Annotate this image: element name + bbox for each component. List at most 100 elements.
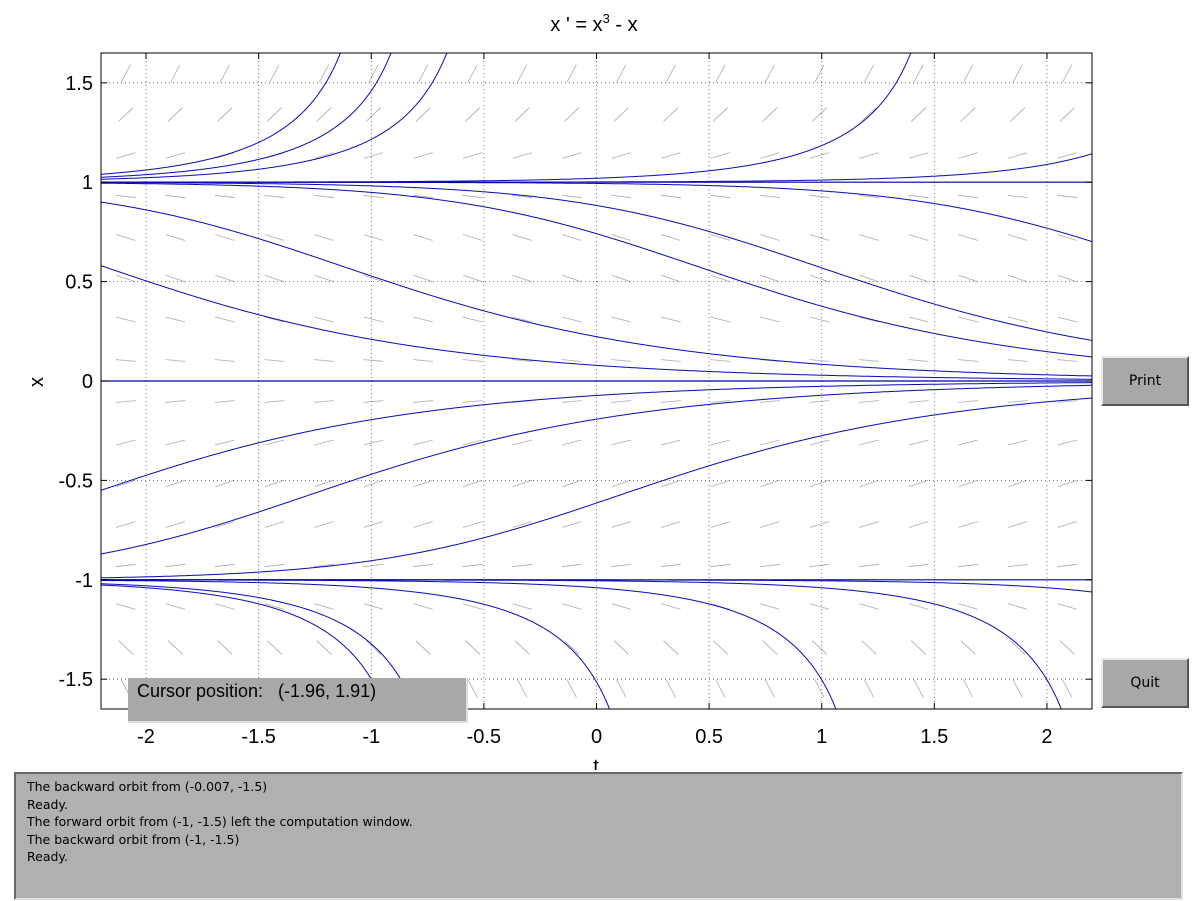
slope-mark xyxy=(1010,107,1026,122)
slope-mark xyxy=(611,603,632,610)
slope-mark xyxy=(611,400,632,403)
slope-mark xyxy=(611,359,632,362)
slope-mark xyxy=(1007,439,1028,446)
slope-mark xyxy=(462,316,483,323)
slope-mark xyxy=(859,359,880,362)
slope-mark xyxy=(762,640,778,655)
slope-mark xyxy=(710,603,731,610)
slope-mark xyxy=(1057,359,1078,362)
slope-mark xyxy=(214,563,235,568)
message-line: Ready. xyxy=(27,849,68,864)
slope-mark xyxy=(564,640,580,655)
slope-mark xyxy=(809,316,830,323)
slope-mark xyxy=(264,194,285,199)
slope-mark xyxy=(613,107,629,122)
slope-mark xyxy=(762,107,778,122)
slope-mark xyxy=(313,563,334,568)
slope-mark xyxy=(120,64,131,83)
print-button[interactable]: Print xyxy=(1101,356,1189,406)
slope-mark xyxy=(413,521,433,528)
plot-title: x ' = x3 - x xyxy=(550,11,637,36)
slope-mark xyxy=(264,400,285,403)
cursor-position-display: Cursor position: (-1.96, 1.91) xyxy=(128,678,468,723)
slope-mark xyxy=(215,479,235,488)
slope-mark xyxy=(663,640,679,655)
slope-mark xyxy=(217,640,233,655)
slope-mark xyxy=(958,152,978,159)
x-tick-label: 2 xyxy=(1041,726,1052,748)
slope-mark xyxy=(710,274,731,283)
slope-mark xyxy=(660,359,681,362)
slope-mark xyxy=(269,64,280,83)
slope-mark xyxy=(314,234,334,241)
slope-mark xyxy=(1007,194,1028,199)
slope-mark xyxy=(413,479,433,488)
solution-curve xyxy=(101,584,387,709)
slope-mark xyxy=(863,64,875,83)
slope-mark xyxy=(1059,640,1075,655)
slope-mark xyxy=(465,640,481,655)
slope-mark xyxy=(611,521,631,528)
slope-mark xyxy=(1007,359,1028,362)
y-tick-label: -0.5 xyxy=(59,470,93,492)
slope-mark xyxy=(467,64,478,83)
slope-mark xyxy=(908,316,929,323)
slope-mark xyxy=(365,640,382,655)
slope-mark xyxy=(215,603,235,610)
slope-mark xyxy=(413,234,433,241)
slope-mark xyxy=(665,679,676,698)
slope-mark xyxy=(314,274,334,283)
slope-mark xyxy=(1057,521,1077,528)
slope-mark xyxy=(661,152,681,159)
x-tick-label: -0.5 xyxy=(467,726,501,748)
slope-mark xyxy=(1062,64,1073,83)
slope-mark xyxy=(910,107,927,122)
slope-mark xyxy=(715,679,726,698)
slope-mark xyxy=(611,479,631,488)
slope-mark xyxy=(264,563,285,568)
x-tick-label: 0.5 xyxy=(695,726,723,748)
slope-mark xyxy=(116,479,136,488)
slope-mark xyxy=(517,679,528,698)
slope-mark xyxy=(665,64,676,83)
slope-mark xyxy=(264,274,285,283)
slope-mark xyxy=(564,107,580,122)
slope-mark xyxy=(116,234,136,241)
slope-mark xyxy=(462,479,483,488)
slope-mark xyxy=(215,234,235,241)
slope-mark xyxy=(710,316,731,323)
slope-mark xyxy=(264,603,285,610)
slope-mark xyxy=(561,359,582,362)
slope-mark xyxy=(1007,603,1028,610)
slope-mark xyxy=(214,194,235,199)
solution-curve xyxy=(101,182,1092,341)
slope-mark xyxy=(710,400,731,403)
y-tick-label: 0 xyxy=(82,371,93,393)
slope-mark xyxy=(809,234,830,241)
slope-mark xyxy=(115,563,136,568)
y-axis-label: x xyxy=(26,377,48,387)
slope-mark xyxy=(715,64,726,83)
slope-mark xyxy=(313,400,334,403)
slope-mark xyxy=(1057,234,1077,241)
slope-mark xyxy=(759,194,780,199)
slope-mark xyxy=(710,359,731,362)
slope-mark xyxy=(710,479,731,488)
slope-mark xyxy=(413,359,434,362)
slope-mark xyxy=(562,274,582,283)
slope-mark xyxy=(215,274,235,283)
slope-mark xyxy=(811,640,828,655)
solution-curve xyxy=(101,265,1092,380)
slope-mark xyxy=(1057,274,1077,283)
slope-mark xyxy=(863,679,875,698)
slope-mark xyxy=(313,194,334,199)
slope-mark xyxy=(913,679,924,698)
slope-mark xyxy=(764,679,775,698)
slope-mark xyxy=(314,521,334,528)
quit-button[interactable]: Quit xyxy=(1101,658,1189,708)
slope-mark xyxy=(660,400,681,403)
slope-mark xyxy=(958,439,978,446)
slope-mark xyxy=(908,194,929,199)
slope-mark xyxy=(611,194,632,199)
phase-plot[interactable]: -2 -1.5 -1 -0.5 0 0.5 1 1.5 21.510.50-0.5-1-1.5 … xyxy=(0,0,1201,770)
